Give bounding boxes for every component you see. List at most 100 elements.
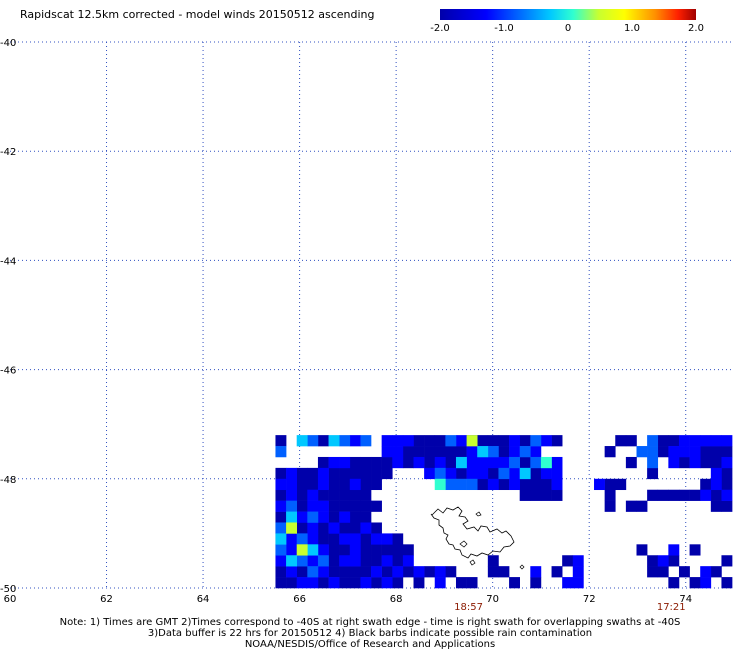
heatmap-cell xyxy=(700,435,712,447)
heatmap-cell xyxy=(317,577,329,589)
heatmap-cell xyxy=(413,566,425,578)
x-tick-label: 68 xyxy=(390,594,403,605)
heatmap-cell xyxy=(530,446,542,458)
heatmap-cell xyxy=(540,478,552,491)
heatmap-cell xyxy=(689,489,701,501)
heatmap-cell xyxy=(710,446,722,458)
heatmap-cell xyxy=(349,511,361,523)
heatmap-cell xyxy=(434,446,446,458)
heatmap-cell xyxy=(392,544,404,556)
note-line-1: Note: 1) Times are GMT 2)Times correspon… xyxy=(59,617,681,628)
heatmap-cell xyxy=(360,435,372,447)
heatmap-cell xyxy=(445,467,457,480)
heatmap-cell xyxy=(371,522,382,534)
heatmap-cell xyxy=(286,577,298,589)
heatmap-cell xyxy=(371,533,382,545)
heatmap-cell xyxy=(551,566,563,578)
heatmap-cell xyxy=(604,446,616,458)
heatmap-cell xyxy=(286,566,298,578)
data-cells xyxy=(275,435,733,589)
heatmap-cell xyxy=(647,446,659,458)
heatmap-cell xyxy=(636,544,648,556)
heatmap-cell xyxy=(349,522,361,534)
heatmap-cell xyxy=(434,478,446,491)
heatmap-cell xyxy=(371,500,382,512)
heatmap-cell xyxy=(328,456,340,469)
heatmap-cell xyxy=(434,467,446,480)
heatmap-cell xyxy=(445,478,457,491)
heatmap-cell xyxy=(317,489,329,501)
heatmap-cell xyxy=(392,577,404,589)
heatmap-cell xyxy=(339,489,351,501)
heatmap-cell xyxy=(360,511,372,523)
heatmap-cell xyxy=(339,566,351,578)
heatmap-cell xyxy=(498,467,510,480)
heatmap-cell xyxy=(721,446,733,458)
heatmap-cell xyxy=(509,456,520,469)
heatmap-cell xyxy=(328,511,340,523)
heatmap-cell xyxy=(509,478,520,491)
heatmap-cell xyxy=(392,566,404,578)
heatmap-cell xyxy=(678,435,690,447)
heatmap-cell xyxy=(689,456,701,469)
heatmap-cell xyxy=(360,456,372,469)
heatmap-cell xyxy=(424,446,436,458)
heatmap-cell xyxy=(647,467,659,480)
heatmap-cell xyxy=(424,456,436,469)
heatmap-cell xyxy=(509,577,520,589)
heatmap-cell xyxy=(360,489,372,501)
heatmap-cell xyxy=(328,533,340,545)
heatmap-cell xyxy=(296,566,308,578)
gridlines xyxy=(10,41,734,589)
x-tick-label: 66 xyxy=(293,594,306,605)
time-label: 18:57 xyxy=(454,602,483,613)
heatmap-cell xyxy=(572,577,584,589)
heatmap-cell xyxy=(540,435,552,447)
heatmap-cell xyxy=(530,456,542,469)
heatmap-cell xyxy=(445,566,457,578)
heatmap-cell xyxy=(434,566,446,578)
heatmap-cell xyxy=(317,511,329,523)
heatmap-cell xyxy=(551,489,563,501)
heatmap-cell xyxy=(317,467,329,480)
heatmap-cell xyxy=(307,467,319,480)
heatmap-cell xyxy=(286,522,298,534)
heatmap-cell xyxy=(562,577,574,589)
heatmap-cell xyxy=(689,446,701,458)
time-label: 17:21 xyxy=(657,602,686,613)
heatmap-cell xyxy=(413,577,425,589)
heatmap-cell xyxy=(275,489,287,501)
heatmap-cell xyxy=(413,446,425,458)
heatmap-cell xyxy=(317,456,329,469)
heatmap-cell xyxy=(275,467,287,480)
heatmap-cell xyxy=(721,435,733,447)
heatmap-cell xyxy=(317,544,329,556)
heatmap-cell xyxy=(519,435,531,447)
heatmap-cell xyxy=(360,500,372,512)
heatmap-cell xyxy=(317,435,329,447)
heatmap-cell xyxy=(530,577,542,589)
heatmap-cell xyxy=(286,511,298,523)
heatmap-cell xyxy=(657,566,669,578)
heatmap-cell xyxy=(594,478,605,491)
colorbar xyxy=(440,9,696,20)
heatmap-cell xyxy=(349,555,361,567)
heatmap-cell xyxy=(424,467,436,480)
colorbar-tick-label: -1.0 xyxy=(494,23,514,34)
heatmap-cell xyxy=(466,577,478,589)
heatmap-cell xyxy=(678,446,690,458)
heatmap-cell xyxy=(551,478,563,491)
heatmap-cell xyxy=(625,456,637,469)
heatmap-cell xyxy=(668,577,680,589)
heatmap-cell xyxy=(466,467,478,480)
heatmap-cell xyxy=(519,467,531,480)
heatmap-cell xyxy=(275,533,287,545)
colorbar-tick-label: -2.0 xyxy=(430,23,450,34)
note-line-2: 3)Data buffer is 22 hrs for 20150512 4) … xyxy=(147,628,593,639)
heatmap-cell xyxy=(668,544,680,556)
heatmap-cell xyxy=(360,533,372,545)
heatmap-cell xyxy=(721,577,733,589)
heatmap-cell xyxy=(647,456,659,469)
heatmap-cell xyxy=(487,456,499,469)
heatmap-cell xyxy=(296,522,308,534)
